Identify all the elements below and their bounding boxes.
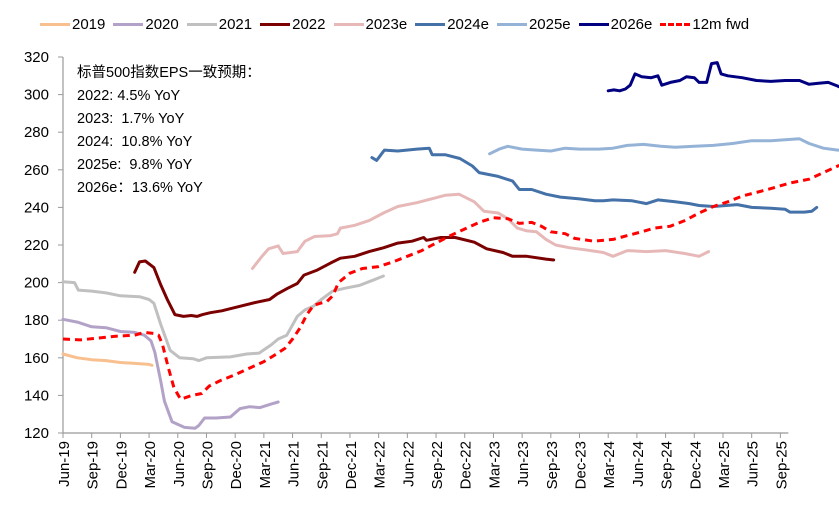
y-tick-label: 240 — [24, 199, 49, 216]
x-tick-label: Dec-23 — [573, 441, 590, 489]
x-tick-label: Dec-20 — [228, 441, 245, 489]
y-tick-label: 120 — [24, 425, 49, 442]
y-tick-label: 320 — [24, 49, 49, 66]
x-tick-label: Jun-23 — [515, 441, 532, 487]
legend-swatch-2025e — [496, 23, 527, 26]
legend-label: 12m fwd — [692, 16, 750, 33]
legend-item-2019: 2019 — [40, 16, 105, 33]
x-tick-label: Mar-21 — [257, 441, 274, 489]
legend-item-2026e: 2026e — [578, 16, 653, 33]
series-line-2026e — [606, 61, 839, 93]
legend-label: 2023e — [365, 16, 408, 33]
x-tick-label: Jun-24 — [630, 441, 647, 487]
legend-item-12m-fwd: 12m fwd — [660, 16, 749, 33]
legend-item-2023e: 2023e — [333, 16, 408, 33]
eps-annotation: 标普500指数EPS一致预期： 2022: 4.5% YoY 2023: 1.7… — [77, 62, 261, 200]
legend-swatch-2024e — [415, 23, 446, 26]
annotation-line-2023: 2023: 1.7% YoY — [77, 111, 185, 127]
x-tick-label: Sep-20 — [199, 441, 216, 489]
legend-label: 2024e — [447, 16, 489, 33]
y-tick-label: 160 — [24, 350, 49, 367]
x-tick-label: Dec-19 — [113, 441, 130, 489]
series-line-2019 — [61, 352, 154, 367]
x-tick-label: Dec-24 — [687, 441, 704, 489]
series-line-2023e — [250, 192, 711, 270]
y-tick-label: 200 — [24, 275, 49, 292]
x-tick-label: Jun-21 — [286, 441, 303, 487]
legend-swatch-2019 — [40, 23, 70, 26]
legend-swatch-2022 — [260, 23, 291, 26]
legend-label: 2025e — [528, 16, 571, 33]
series-line-2021 — [61, 274, 385, 363]
x-tick-label: Mar-22 — [372, 441, 389, 489]
x-tick-label: Sep-19 — [85, 441, 102, 489]
y-tick-label: 180 — [24, 312, 49, 329]
legend-label: 2019 — [72, 16, 106, 33]
x-tick-label: Mar-25 — [716, 441, 733, 489]
annotation-line-2022: 2022: 4.5% YoY — [77, 88, 181, 104]
x-tick-label: Dec-21 — [343, 441, 360, 489]
legend-item-2021: 2021 — [186, 16, 253, 33]
series-line-2024e — [370, 146, 819, 214]
series-line-12m-fwd — [62, 164, 839, 401]
chart-legend: 2019 2020 2021 2022 2023e 2024e 2025e 20… — [40, 16, 757, 33]
legend-label: 2022 — [292, 16, 326, 33]
x-tick-label: Sep-22 — [429, 441, 446, 489]
x-tick-label: Dec-22 — [458, 441, 475, 489]
y-tick-label: 140 — [24, 387, 49, 404]
legend-label: 2026e — [610, 16, 653, 33]
legend-item-2020: 2020 — [113, 16, 179, 33]
x-tick-label: Mar-23 — [486, 441, 503, 489]
annotation-title: 标普500指数EPS一致预期： — [77, 65, 261, 81]
x-tick-label: Jun-22 — [400, 441, 417, 487]
legend-swatch-2021 — [186, 23, 217, 26]
annotation-line-2026e: 2026e：13.6% YoY — [77, 180, 203, 196]
annotation-line-2024: 2024: 10.8% YoY — [77, 134, 193, 150]
series-line-2025e — [488, 137, 839, 156]
legend-label: 2021 — [218, 16, 253, 33]
x-tick-label: Sep-23 — [544, 441, 561, 489]
series-line-2022 — [133, 236, 556, 318]
x-tick-label: Jun-19 — [56, 441, 73, 487]
series-line-2020 — [61, 317, 280, 430]
y-tick-label: 260 — [24, 162, 49, 179]
x-tick-label: Sep-24 — [659, 441, 676, 489]
x-tick-label: Mar-24 — [601, 441, 618, 489]
legend-item-2022: 2022 — [260, 16, 326, 33]
legend-label: 2020 — [145, 16, 179, 33]
y-tick-label: 220 — [24, 237, 49, 254]
x-tick-label: Mar-20 — [142, 441, 159, 489]
y-tick-label: 280 — [24, 124, 49, 141]
x-tick-label: Sep-25 — [773, 441, 790, 489]
x-tick-label: Sep-21 — [314, 441, 331, 489]
y-tick-label: 300 — [24, 87, 49, 104]
legend-swatch-2026e — [578, 23, 609, 26]
axes: 120 140 160 180 200 220 240 260 280 300 320 Jun-19 S… — [24, 49, 790, 489]
x-tick-label: Jun-20 — [171, 441, 188, 487]
legend-item-2024e: 2024e — [415, 16, 489, 33]
x-tick-label: Jun-25 — [745, 441, 762, 487]
legend-item-2025e: 2025e — [496, 16, 571, 33]
legend-swatch-2020 — [113, 23, 144, 26]
legend-swatch-12m-fwd — [660, 23, 691, 26]
series-lines — [61, 61, 839, 430]
legend-swatch-2023e — [333, 23, 364, 26]
annotation-line-2025e: 2025e: 9.8% YoY — [77, 157, 193, 173]
